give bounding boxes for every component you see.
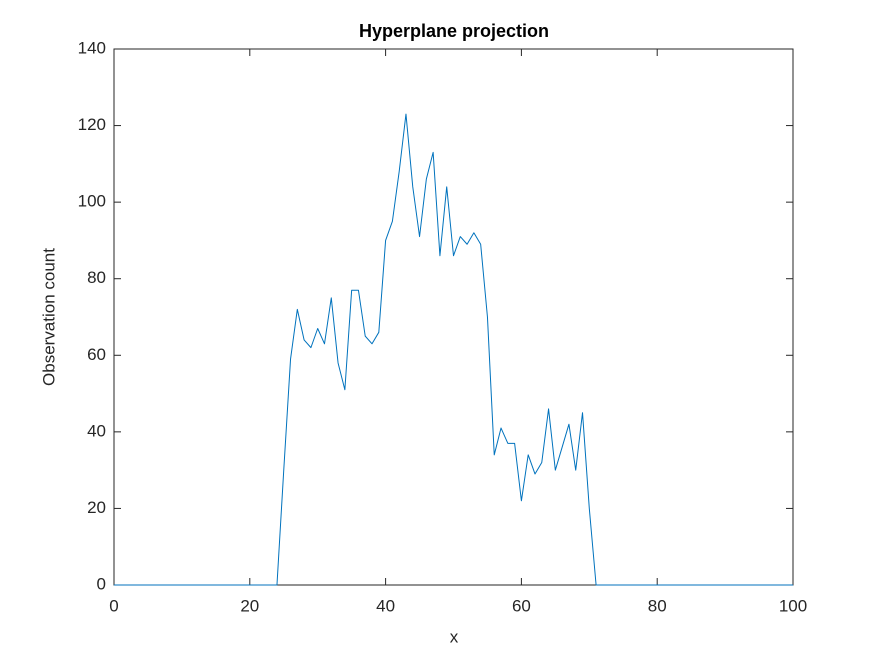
x-tick-label: 100: [779, 596, 807, 615]
x-axis-label: x: [450, 627, 459, 646]
y-tick-label: 40: [87, 421, 106, 440]
y-tick-label: 140: [78, 38, 106, 57]
y-tick-label: 0: [97, 574, 106, 593]
y-tick-label: 20: [87, 498, 106, 517]
y-axis-label: Observation count: [39, 248, 58, 386]
x-tick-label: 20: [240, 596, 259, 615]
y-tick-label: 100: [78, 192, 106, 211]
line-series: [114, 113, 793, 586]
chart-title: Hyperplane projection: [359, 21, 549, 41]
y-tick-label: 60: [87, 345, 106, 364]
axes-box: [113, 48, 794, 586]
y-tick-label: 120: [78, 115, 106, 134]
x-tick-label: 60: [512, 596, 531, 615]
x-tick-label: 40: [376, 596, 395, 615]
y-tick-label: 80: [87, 268, 106, 287]
x-tick-label: 80: [648, 596, 667, 615]
x-tick-label: 0: [109, 596, 118, 615]
